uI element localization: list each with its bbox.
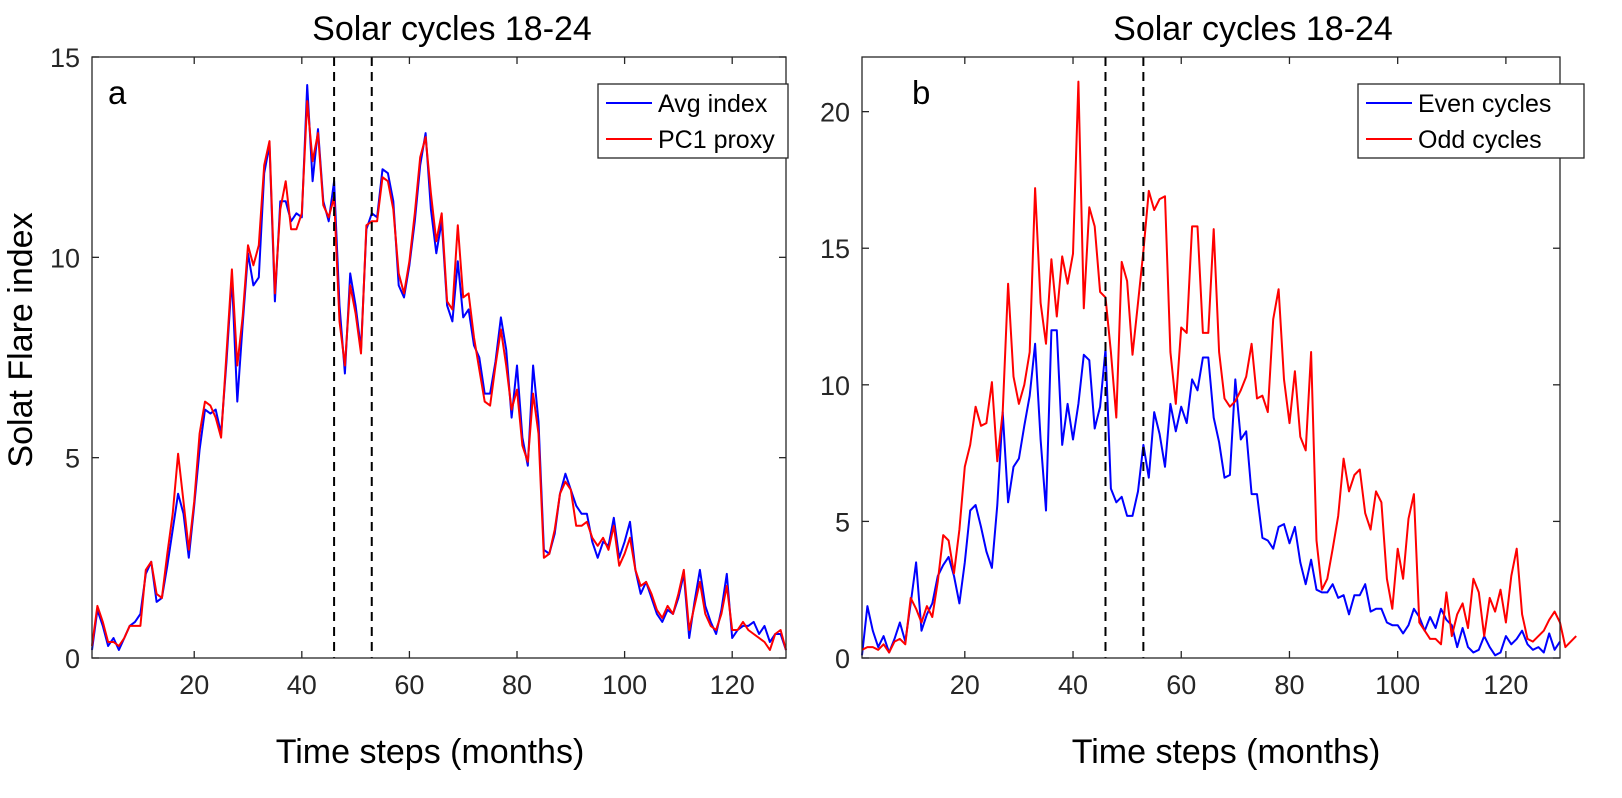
panel-a-xlabel: Time steps (months) [276,733,585,771]
panel-a-title: Solar cycles 18-24 [312,10,592,48]
legend-label-even-cycles: Even cycles [1418,90,1551,118]
legend-label-avg-index: Avg index [658,90,768,118]
panel-a-xtick-label-20: 20 [179,670,209,700]
panel-a-legend: Avg index PC1 proxy [597,83,789,159]
panel-a-series-pc1-proxy [91,100,787,651]
panel-a-letter: a [108,74,127,111]
panel-a-series-avg-index [91,84,787,651]
panel-b-ytick-label-15: 15 [820,234,850,264]
panel-b-xtick-label-20: 20 [950,670,980,700]
panel-b-xtick-label-60: 60 [1166,670,1196,700]
legend-label-odd-cycles: Odd cycles [1418,126,1542,154]
panel-b-xtick-label-100: 100 [1375,670,1420,700]
legend-label-pc1-proxy: PC1 proxy [658,126,775,154]
panel-b-legend: Even cycles Odd cycles [1357,83,1585,159]
panel-b-ytick-label-0: 0 [835,644,850,674]
panel-a-ytick-label-15: 15 [50,43,80,73]
panel-a-ytick-label-5: 5 [65,444,80,474]
panel-b-ytick-label-10: 10 [820,371,850,401]
panel-a-ylabel: Solat Flare index [2,212,40,467]
panel-a-xtick-label-40: 40 [287,670,317,700]
panel-b-xtick-label-120: 120 [1483,670,1528,700]
panel-a-axes-box [91,56,787,659]
panel-a-xtick-label-80: 80 [502,670,532,700]
panel-b-ytick-label-20: 20 [820,98,850,128]
panel-a-xtick-label-120: 120 [710,670,755,700]
panel-b-xtick-label-80: 80 [1274,670,1304,700]
panel-b-ytick-label-5: 5 [835,507,850,537]
panel-b-letter: b [912,74,930,111]
panel-b-legend-box [1357,83,1585,159]
panel-a-xtick-label-100: 100 [602,670,647,700]
panel-a: Solar cycles 18-24 a Time steps (months)… [2,10,789,771]
panel-b: Solar cycles 18-24 b Time steps (months)… [820,10,1585,771]
panel-a-ytick-label-0: 0 [65,644,80,674]
panel-a-xtick-label-60: 60 [394,670,424,700]
panel-b-xlabel: Time steps (months) [1072,733,1381,771]
panel-b-xtick-label-40: 40 [1058,670,1088,700]
panel-a-ytick-label-10: 10 [50,243,80,273]
panel-b-title: Solar cycles 18-24 [1113,10,1393,48]
panel-b-series-odd-cycles [861,80,1577,654]
panel-a-legend-box [597,83,789,159]
panel-b-axes-box [861,56,1561,659]
